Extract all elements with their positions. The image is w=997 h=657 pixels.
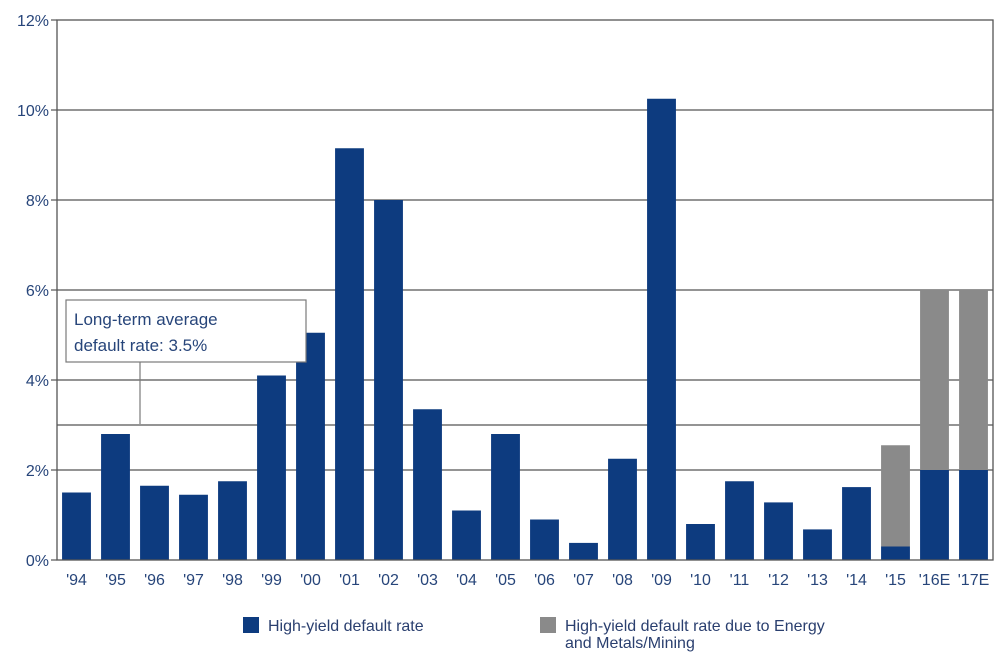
x-tick-label: '97: [183, 572, 204, 589]
x-tick-label: '01: [339, 572, 360, 589]
bar-high-yield-19: [803, 529, 832, 560]
x-tick-label: '09: [651, 572, 672, 589]
bar-high-yield-18: [764, 502, 793, 560]
bar-high-yield-10: [452, 510, 481, 560]
legend-label-high-yield: High-yield default rate: [268, 618, 424, 635]
bar-high-yield-5: [257, 375, 286, 560]
bar-high-yield-13: [569, 542, 598, 560]
bar-high-yield-21: [881, 546, 910, 560]
bar-energy-mining-21: [881, 445, 910, 547]
x-tick-label: '14: [846, 572, 867, 589]
x-tick-label: '17E: [958, 572, 990, 589]
y-axis-tick-labels: 0% 2% 4% 6% 8% 10% 12%: [17, 13, 49, 570]
y-tick-label: 10%: [17, 103, 49, 120]
bar-high-yield-1: [101, 434, 130, 560]
bar-energy-mining-23: [959, 290, 988, 470]
x-tick-label: '11: [730, 572, 750, 589]
gridlines: [57, 109, 993, 471]
y-tick-label: 4%: [26, 373, 49, 390]
bar-high-yield-9: [413, 409, 442, 560]
x-tick-label: '02: [378, 572, 399, 589]
x-tick-label: '15: [885, 572, 906, 589]
bar-high-yield-17: [725, 481, 754, 560]
bar-high-yield-23: [959, 470, 988, 560]
bar-high-yield-11: [491, 434, 520, 560]
reference-line-annotation: Long-term average default rate: 3.5%: [65, 299, 307, 424]
bar-high-yield-15: [647, 98, 676, 560]
x-tick-label: '05: [495, 572, 516, 589]
bar-high-yield-16: [686, 524, 715, 560]
bar-high-yield-4: [218, 481, 247, 560]
x-tick-label: '16E: [919, 572, 951, 589]
x-tick-label: '08: [612, 572, 633, 589]
x-tick-label: '95: [105, 572, 126, 589]
x-tick-label: '96: [144, 572, 165, 589]
legend-swatch-energy-mining: [540, 617, 556, 633]
legend-label-energy-mining-line-2: and Metals/Mining: [565, 635, 695, 652]
bar-energy-mining-22: [920, 290, 949, 470]
x-tick-label: '04: [456, 572, 477, 589]
annotation-line-2: default rate: 3.5%: [74, 336, 207, 355]
bar-high-yield-2: [140, 485, 169, 560]
y-tick-label: 6%: [26, 283, 49, 300]
plot-frame: [51, 19, 994, 561]
y-tick-label: 8%: [26, 193, 49, 210]
x-tick-label: '98: [222, 572, 243, 589]
annotation-box: [65, 299, 307, 363]
bar-high-yield-3: [179, 494, 208, 560]
bars: [62, 98, 988, 560]
x-tick-label: '06: [534, 572, 555, 589]
legend: High-yield default rate High-yield defau…: [243, 617, 829, 652]
x-tick-label: '07: [573, 572, 594, 589]
x-axis-tick-labels: '94 '95 '96 '97 '98 '99 '00 '01 '02 '03 '04 '05 '06 '…: [66, 572, 989, 589]
bar-high-yield-14: [608, 458, 637, 560]
legend-label-energy-mining: High-yield default rate due to Energy an…: [565, 618, 829, 652]
x-tick-label: '03: [417, 572, 438, 589]
legend-label-energy-mining-line-1: High-yield default rate due to Energy: [565, 618, 825, 635]
x-tick-label: '99: [261, 572, 282, 589]
x-tick-label: '12: [768, 572, 789, 589]
bar-high-yield-20: [842, 487, 871, 560]
y-tick-label: 12%: [17, 13, 49, 30]
x-tick-label: '13: [807, 572, 828, 589]
bar-high-yield-22: [920, 470, 949, 560]
bar-high-yield-0: [62, 492, 91, 560]
bar-high-yield-8: [374, 200, 403, 560]
bar-high-yield-6: [296, 332, 325, 560]
x-tick-label: '00: [300, 572, 321, 589]
x-tick-label: '10: [690, 572, 711, 589]
y-tick-label: 2%: [26, 463, 49, 480]
annotation-line-1: Long-term average: [74, 310, 218, 329]
legend-swatch-high-yield: [243, 617, 259, 633]
x-tick-label: '94: [66, 572, 87, 589]
bar-high-yield-12: [530, 519, 559, 560]
bar-high-yield-7: [335, 148, 364, 560]
y-tick-label: 0%: [26, 553, 49, 570]
